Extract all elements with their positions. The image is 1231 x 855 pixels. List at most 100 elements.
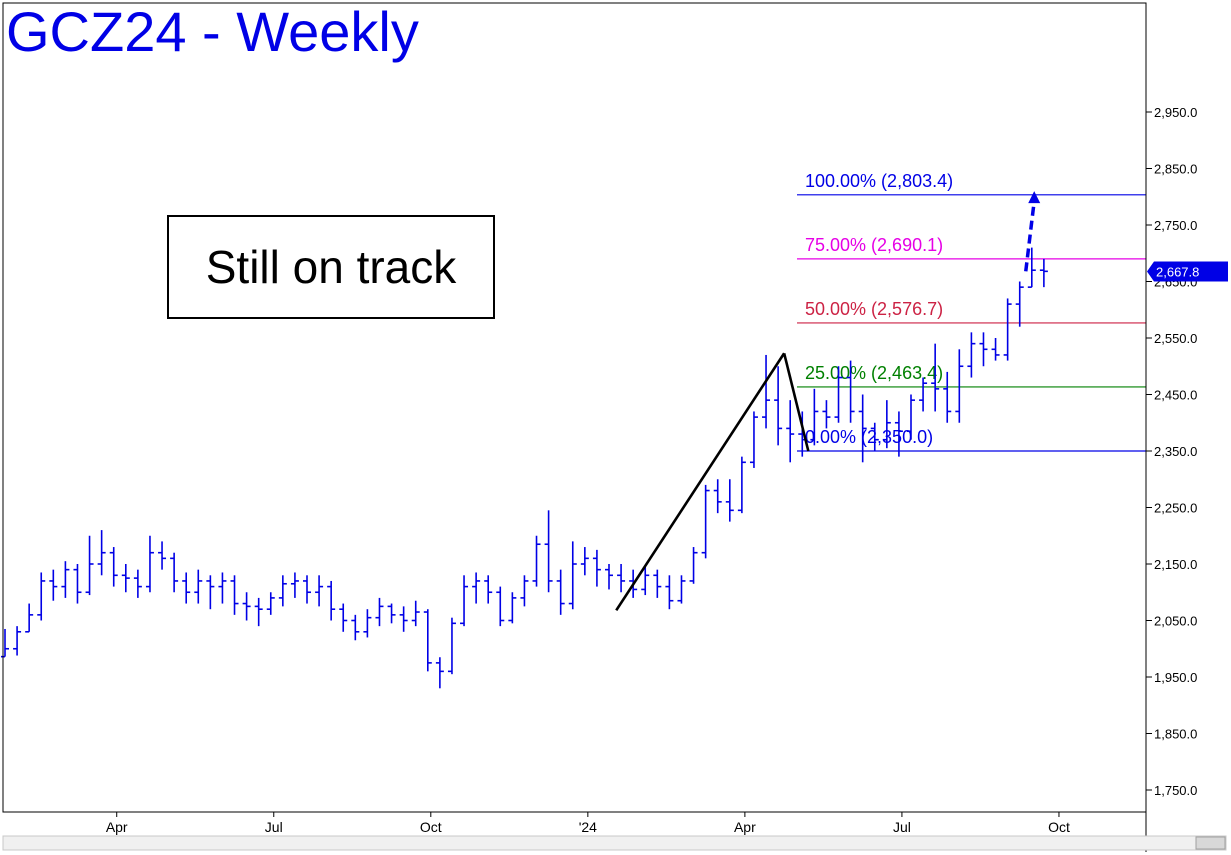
price-bar (955, 349, 964, 423)
price-bar (1, 628, 9, 658)
fib-level-label: 100.00% (2,803.4) (805, 171, 953, 191)
price-bar (158, 541, 167, 570)
price-bar (472, 572, 481, 604)
pattern-line (615, 352, 786, 612)
price-bar (520, 575, 529, 607)
price-bar (73, 564, 82, 604)
price-bar (218, 572, 227, 604)
price-bar (592, 549, 601, 587)
price-bar (121, 564, 130, 593)
price-bar (423, 609, 432, 672)
price-bar (435, 657, 444, 689)
price-bar (230, 575, 239, 615)
projection-arrow-line (1024, 200, 1036, 272)
price-bar (701, 484, 710, 559)
x-tick-label: Apr (106, 819, 128, 835)
price-bar (870, 422, 879, 451)
x-tick-label: Oct (1048, 819, 1070, 835)
price-bar (339, 603, 348, 632)
price-bar (665, 575, 674, 610)
fib-level-label: 50.00% (2,576.7) (805, 299, 943, 319)
price-bar (822, 400, 831, 429)
price-bar (641, 566, 650, 596)
price-bar (725, 479, 734, 522)
price-bar (49, 569, 58, 601)
y-tick-label: 2,350.0 (1154, 444, 1197, 459)
price-bar (85, 535, 94, 596)
price-bar (967, 332, 976, 378)
price-bar (991, 338, 1000, 361)
fib-level-label: 75.00% (2,690.1) (805, 235, 943, 255)
price-bar (278, 575, 287, 607)
price-bar (882, 400, 891, 449)
price-bar (749, 411, 758, 468)
price-bar (762, 354, 771, 429)
price-bar (1015, 281, 1024, 327)
price-bar (544, 510, 553, 593)
scrollbar-track (2, 835, 1227, 851)
y-tick-label: 2,950.0 (1154, 105, 1197, 120)
plot-frame (2, 2, 1147, 813)
price-bar (170, 552, 179, 593)
annotation-box: Still on track (167, 215, 495, 319)
price-bar (484, 575, 493, 604)
price-bar (363, 609, 372, 638)
price-bar (1039, 258, 1048, 288)
pattern-lines (615, 191, 1041, 612)
y-tick-label: 2,550.0 (1154, 331, 1197, 346)
price-bars (1, 247, 1048, 689)
x-tick-label: Oct (420, 819, 442, 835)
price-bar (508, 592, 517, 624)
price-bar (774, 366, 783, 446)
price-bar (25, 603, 34, 633)
price-bar (713, 479, 722, 514)
last-price-label: 2,667.8 (1156, 264, 1199, 279)
price-bar (677, 575, 686, 604)
y-tick-label: 2,250.0 (1154, 501, 1197, 516)
x-tick-label: Jul (893, 819, 911, 835)
price-bar (834, 366, 843, 423)
x-tick-label: Jul (265, 819, 283, 835)
price-bar (858, 394, 867, 463)
y-tick-label: 1,750.0 (1154, 783, 1197, 798)
price-bar (182, 572, 191, 604)
price-bar (315, 575, 324, 607)
price-bar (556, 569, 565, 615)
projection-arrow-head (1028, 191, 1041, 204)
price-bar (303, 575, 311, 604)
price-bar (689, 547, 698, 584)
price-bar (617, 564, 626, 593)
price-bar (532, 535, 541, 587)
price-bar (109, 547, 118, 587)
price-bar (242, 592, 251, 621)
price-bar (810, 388, 819, 446)
price-bar (13, 626, 22, 656)
fib-level-label: 0.00% (2,350.0) (805, 427, 933, 447)
price-bar (411, 600, 420, 627)
price-bar (931, 343, 940, 412)
price-bar (979, 332, 988, 367)
price-bar (254, 597, 263, 627)
price-bar (387, 603, 396, 624)
price-bar (1027, 247, 1036, 288)
price-bar (460, 575, 469, 627)
y-tick-label: 2,150.0 (1154, 557, 1197, 572)
price-bar (290, 572, 299, 598)
price-bar (943, 371, 952, 423)
x-tick-label: Apr (734, 819, 756, 835)
price-bar (907, 394, 915, 440)
price-bar (496, 586, 505, 627)
price-bar (919, 377, 928, 412)
price-bar (37, 572, 46, 621)
fib-levels: 100.00% (2,803.4) 75.00% (2,690.1) 50.00% … (797, 171, 1146, 452)
price-bar (133, 569, 142, 598)
price-bar (894, 411, 903, 457)
price-bar (327, 580, 336, 621)
pattern-line (782, 352, 810, 452)
y-tick-label: 1,850.0 (1154, 727, 1197, 742)
last-price-marker (1147, 261, 1228, 282)
price-bar (194, 569, 203, 604)
price-bar (97, 530, 106, 576)
price-bar (846, 360, 855, 423)
